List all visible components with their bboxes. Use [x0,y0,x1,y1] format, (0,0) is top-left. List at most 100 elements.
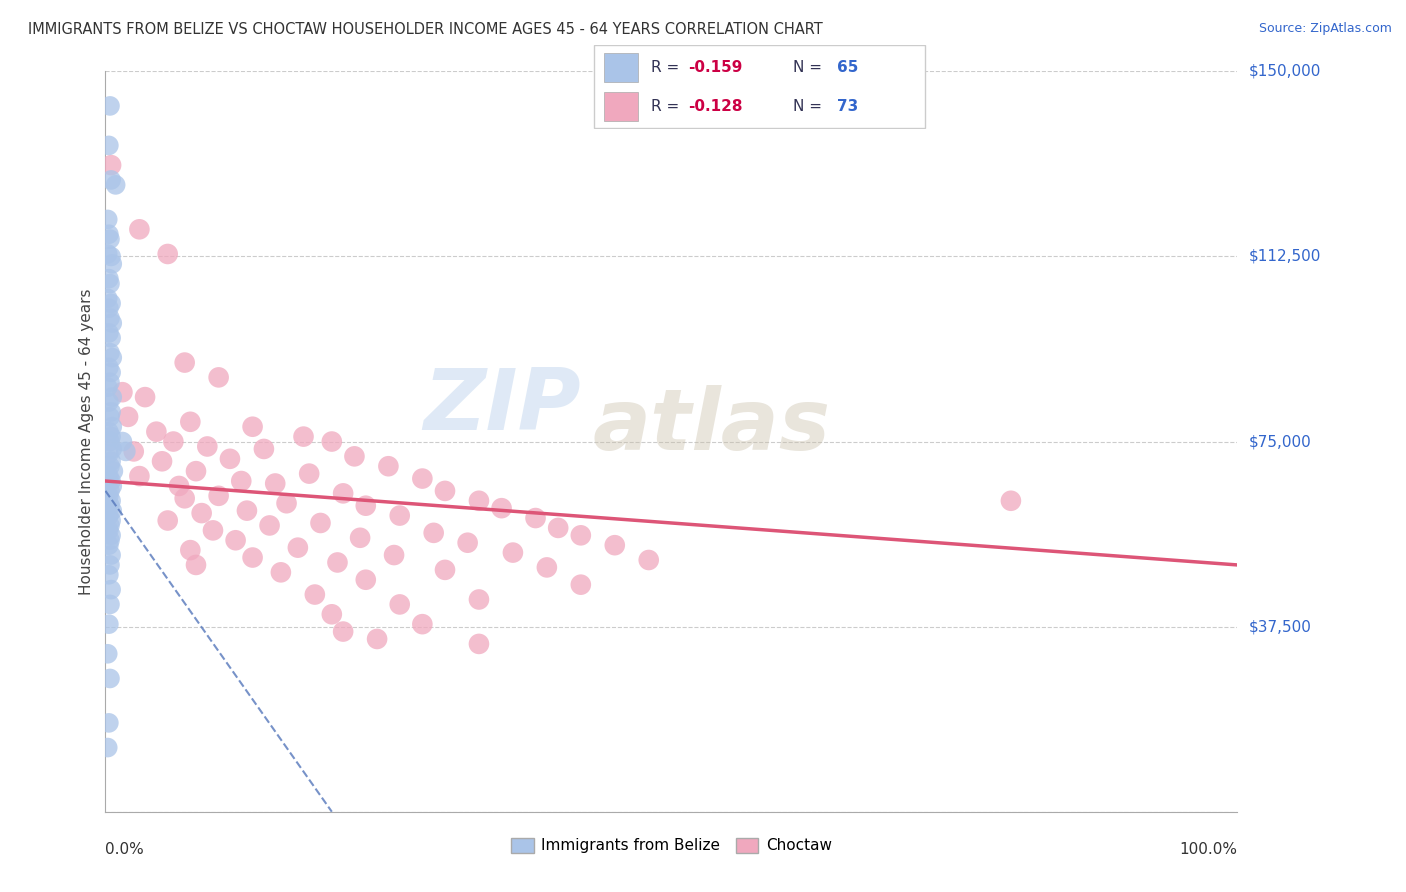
Text: Source: ZipAtlas.com: Source: ZipAtlas.com [1258,22,1392,36]
Text: 73: 73 [837,99,858,114]
Point [332,486,354,500]
Point [637,553,659,567]
Point [97,271,120,285]
Point [97,567,120,582]
Point [150,454,173,468]
Point [569,577,592,591]
Text: -0.159: -0.159 [689,60,742,75]
Point [100,528,122,542]
Point [377,459,399,474]
Point [97,447,120,461]
Text: 65: 65 [837,60,858,75]
FancyBboxPatch shape [593,45,925,128]
Point [354,573,377,587]
Point [536,560,558,574]
Point [502,545,524,560]
Point [100,493,122,508]
Point [1000,493,1022,508]
Point [354,499,377,513]
Point [100,474,122,488]
Point [349,531,371,545]
Text: R =: R = [651,60,685,75]
Point [100,250,122,264]
Point [97,715,120,730]
Point [179,543,201,558]
Point [101,390,124,404]
Point [98,99,121,113]
Text: R =: R = [651,99,685,114]
Point [382,548,405,562]
Point [468,637,491,651]
Text: 0.0%: 0.0% [105,842,145,857]
Text: IMMIGRANTS FROM BELIZE VS CHOCTAW HOUSEHOLDER INCOME AGES 45 - 64 YEARS CORRELAT: IMMIGRANTS FROM BELIZE VS CHOCTAW HOUSEH… [28,22,823,37]
Point [97,360,120,375]
Point [100,331,122,345]
Point [201,524,224,538]
Point [321,607,343,622]
Point [97,301,120,316]
Point [388,508,411,523]
Point [111,385,134,400]
Point [97,740,120,755]
Point [128,222,150,236]
Text: 100.0%: 100.0% [1180,842,1237,857]
Point [184,464,207,478]
Point [98,598,121,612]
Point [97,247,120,261]
Point [98,533,121,548]
Point [242,419,264,434]
Point [97,138,120,153]
Point [100,429,122,443]
Point [422,525,444,540]
Point [104,178,127,192]
Point [101,316,124,330]
Point [100,514,122,528]
Point [179,415,201,429]
Point [97,617,120,632]
Point [122,444,145,458]
Legend: Immigrants from Belize, Choctaw: Immigrants from Belize, Choctaw [505,831,838,860]
Point [603,538,626,552]
Point [547,521,569,535]
Point [100,296,122,310]
Text: $75,000: $75,000 [1249,434,1312,449]
Point [97,227,120,242]
Point [97,326,120,340]
Point [97,538,120,552]
Point [98,434,121,449]
Point [208,489,231,503]
Point [101,503,124,517]
Point [117,409,139,424]
Text: $37,500: $37,500 [1249,619,1312,634]
Point [98,232,121,246]
Point [259,518,281,533]
Text: atlas: atlas [592,385,831,468]
Point [468,592,491,607]
Point [145,425,167,439]
Point [411,617,433,632]
Point [208,370,231,384]
Point [101,479,124,493]
Point [236,503,259,517]
Point [433,563,456,577]
Y-axis label: Householder Income Ages 45 - 64 years: Householder Income Ages 45 - 64 years [79,288,94,595]
Point [276,496,298,510]
Point [97,292,120,306]
Point [97,380,120,394]
FancyBboxPatch shape [605,54,638,82]
Point [231,474,253,488]
Point [491,501,513,516]
Point [156,247,179,261]
Point [332,624,354,639]
Text: -0.128: -0.128 [689,99,742,114]
Point [98,376,121,390]
Point [98,409,121,424]
Point [569,528,592,542]
Point [343,450,366,464]
Point [468,493,491,508]
Point [97,647,120,661]
Point [101,351,124,365]
Point [97,425,120,439]
Point [100,582,122,597]
Point [98,345,121,359]
